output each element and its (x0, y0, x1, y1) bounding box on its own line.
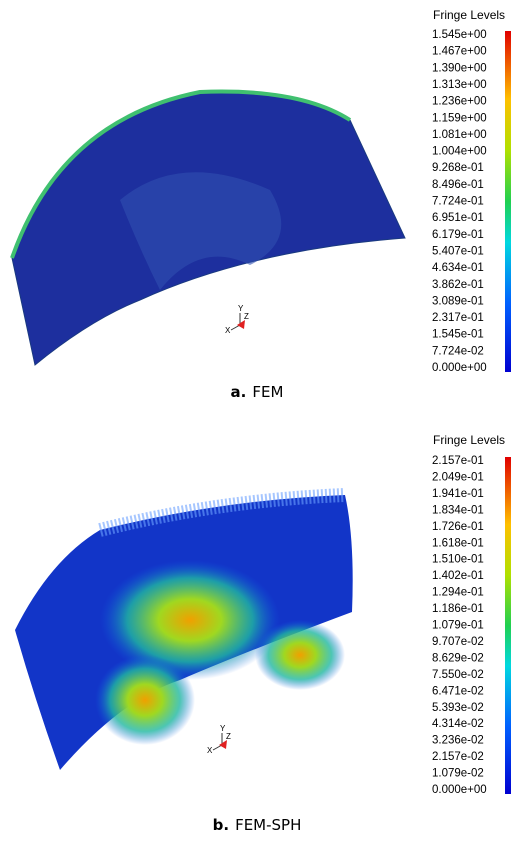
fringe-level: 6.951e-01 (432, 212, 484, 224)
caption-text: FEM (252, 383, 283, 401)
fringe-level: 1.313e+00 (432, 79, 487, 91)
axis-label: Y (220, 724, 226, 733)
legend-title: Fringe Levels (433, 433, 505, 447)
fringe-level: 2.157e-01 (432, 455, 484, 467)
fringe-level: 1.510e-01 (432, 554, 484, 566)
fringe-level: 6.471e-02 (432, 685, 484, 697)
fringe-level: 1.834e-01 (432, 504, 484, 516)
fringe-level: 9.268e-01 (432, 162, 484, 174)
fringe-level: 8.496e-01 (432, 179, 484, 191)
caption-text: FEM-SPH (235, 816, 301, 834)
axis-label: Z (226, 732, 231, 741)
fringe-level: 1.726e-01 (432, 521, 484, 533)
caption: b. FEM-SPH (213, 816, 302, 834)
fringe-level: 2.049e-01 (432, 471, 484, 483)
fringe-level: 3.862e-01 (432, 279, 484, 291)
caption: a. FEM (231, 383, 284, 401)
caption-letter: b. (213, 816, 229, 834)
fringe-level: 1.294e-01 (432, 587, 484, 599)
fringe-level: 6.179e-01 (432, 229, 484, 241)
legend-title: Fringe Levels (433, 8, 505, 22)
axis-label: X (207, 746, 213, 755)
fringe-level: 1.467e+00 (432, 46, 487, 58)
fringe-level: 7.724e-02 (432, 345, 484, 357)
fringe-level: 1.079e-01 (432, 620, 484, 632)
fringe-level: 0.000e+00 (432, 362, 487, 374)
fringe-level: 2.317e-01 (432, 312, 484, 324)
fem-model (10, 89, 406, 366)
fringe-level: 7.550e-02 (432, 669, 484, 681)
fringe-level: 1.402e-01 (432, 570, 484, 582)
fringe-level: 8.629e-02 (432, 652, 484, 664)
fringe-level: 0.000e+00 (432, 784, 487, 796)
fringe-level: 3.236e-02 (432, 735, 484, 747)
fringe-level: 9.707e-02 (432, 636, 484, 648)
fringe-level: 2.157e-02 (432, 751, 484, 763)
fringe-level: 1.159e+00 (432, 112, 487, 124)
fem-sph-model (15, 488, 353, 770)
axis-label: X (225, 326, 231, 335)
fringe-level: 4.634e-01 (432, 262, 484, 274)
axis-label: Y (238, 304, 244, 313)
fringe-level: 1.545e+00 (432, 29, 487, 41)
color-bar (505, 457, 511, 794)
fringe-level: 1.618e-01 (432, 537, 484, 549)
fringe-level: 3.089e-01 (432, 295, 484, 307)
color-bar (505, 31, 511, 372)
fringe-level: 1.186e-01 (432, 603, 484, 615)
fringe-level: 5.393e-02 (432, 702, 484, 714)
fringe-level: 1.079e-02 (432, 768, 484, 780)
fringe-level: 5.407e-01 (432, 245, 484, 257)
fringe-level: 1.236e+00 (432, 96, 487, 108)
fringe-level: 1.081e+00 (432, 129, 487, 141)
triad (237, 320, 245, 329)
axis-label: Z (244, 312, 249, 321)
fringe-level: 1.545e-01 (432, 329, 484, 341)
caption-letter: a. (231, 383, 247, 401)
fringe-level: 1.390e+00 (432, 62, 487, 74)
fringe-level: 1.004e+00 (432, 146, 487, 158)
fringe-level: 4.314e-02 (432, 718, 484, 730)
fringe-level: 1.941e-01 (432, 488, 484, 500)
triad (219, 740, 227, 749)
fringe-level: 7.724e-01 (432, 196, 484, 208)
